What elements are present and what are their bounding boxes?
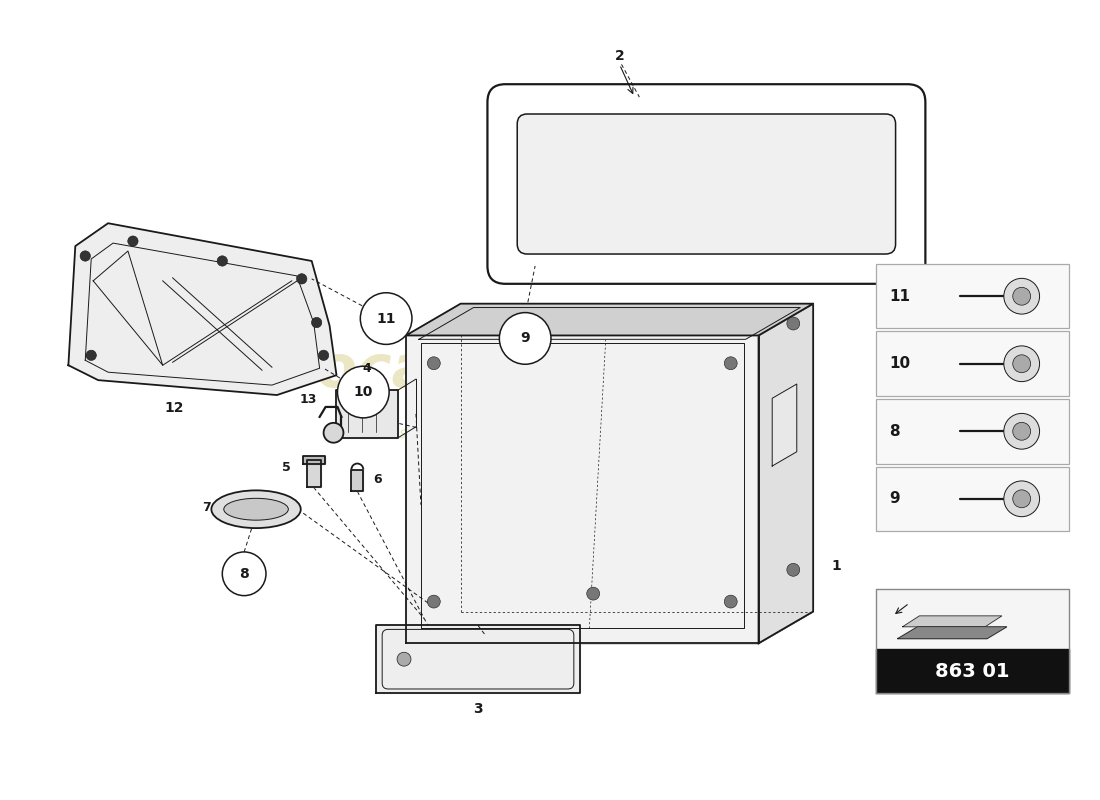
Circle shape — [297, 274, 307, 284]
Circle shape — [724, 357, 737, 370]
Bar — [876, 264, 1069, 329]
Polygon shape — [376, 626, 580, 693]
Ellipse shape — [223, 498, 288, 520]
Circle shape — [1004, 414, 1040, 449]
Polygon shape — [406, 611, 813, 643]
Circle shape — [1013, 422, 1031, 440]
Circle shape — [786, 563, 800, 576]
Text: 10: 10 — [353, 385, 373, 399]
Circle shape — [1004, 481, 1040, 517]
Circle shape — [1013, 490, 1031, 508]
Text: 9: 9 — [890, 491, 900, 506]
Text: a passion for parts since 1985: a passion for parts since 1985 — [365, 421, 596, 468]
Circle shape — [222, 552, 266, 596]
Polygon shape — [759, 304, 813, 643]
Polygon shape — [772, 384, 796, 466]
Circle shape — [428, 357, 440, 370]
Circle shape — [338, 366, 389, 418]
Circle shape — [86, 350, 97, 361]
Polygon shape — [406, 335, 759, 643]
Polygon shape — [406, 304, 813, 335]
Text: 1: 1 — [830, 559, 840, 574]
Circle shape — [1004, 278, 1040, 314]
Text: 3: 3 — [473, 702, 483, 716]
Circle shape — [318, 350, 329, 361]
Text: 12: 12 — [165, 401, 184, 415]
Circle shape — [499, 313, 551, 364]
Polygon shape — [68, 223, 337, 395]
Circle shape — [311, 318, 322, 328]
Text: 8: 8 — [890, 424, 900, 438]
Polygon shape — [902, 616, 1002, 627]
Text: eurocarparts: eurocarparts — [208, 342, 634, 398]
Text: 11: 11 — [376, 311, 396, 326]
Circle shape — [361, 293, 412, 344]
Bar — [876, 466, 1069, 531]
Polygon shape — [876, 649, 1069, 693]
Text: 7: 7 — [202, 502, 211, 514]
Text: 13: 13 — [299, 393, 317, 406]
Circle shape — [217, 256, 228, 266]
Polygon shape — [302, 456, 324, 463]
Polygon shape — [337, 390, 398, 438]
Text: 11: 11 — [890, 289, 911, 304]
Bar — [876, 331, 1069, 396]
Circle shape — [1013, 355, 1031, 373]
Circle shape — [397, 652, 411, 666]
Polygon shape — [351, 470, 363, 491]
FancyBboxPatch shape — [517, 114, 895, 254]
Ellipse shape — [211, 490, 300, 528]
Circle shape — [1004, 346, 1040, 382]
Text: 9: 9 — [520, 331, 530, 346]
Bar — [876, 399, 1069, 463]
Polygon shape — [307, 459, 320, 487]
Circle shape — [128, 236, 139, 246]
Circle shape — [1013, 287, 1031, 305]
Text: 863 01: 863 01 — [935, 662, 1010, 681]
Text: 2: 2 — [615, 50, 625, 63]
Text: 10: 10 — [890, 356, 911, 371]
Text: 6: 6 — [373, 474, 382, 486]
Circle shape — [428, 595, 440, 608]
Text: 5: 5 — [282, 462, 290, 474]
Circle shape — [724, 595, 737, 608]
FancyBboxPatch shape — [517, 114, 895, 254]
Text: 8: 8 — [240, 566, 249, 581]
Polygon shape — [876, 589, 1069, 649]
Circle shape — [786, 317, 800, 330]
Polygon shape — [898, 627, 1006, 638]
Circle shape — [323, 423, 343, 442]
Text: 4: 4 — [363, 362, 372, 375]
Circle shape — [586, 587, 600, 600]
Circle shape — [80, 251, 90, 261]
